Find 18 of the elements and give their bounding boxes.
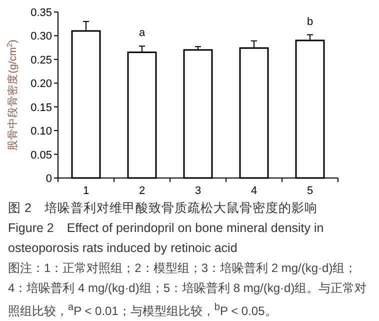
x-tick-label: 2: [138, 185, 146, 197]
y-tick-label: 0.25: [30, 54, 52, 66]
annotation: a: [138, 27, 146, 40]
x-tick-label: 1: [82, 185, 90, 197]
y-tick-label: 0.35: [30, 7, 52, 19]
x-tick-label: 3: [194, 185, 202, 197]
y-tick-label: 0.10: [30, 126, 52, 138]
x-tick-label: 5: [306, 185, 314, 197]
y-tick-label: 0.20: [30, 78, 52, 90]
y-tick-label: 0: [46, 173, 52, 185]
y-tick-label: 0.30: [30, 30, 52, 43]
text: 图注：1：正常对照组；2：模型组；3：培哚普利 2 mg/(kg·d)组；4：培哚普利 4 mg/(kg·d)组；5：培哚普利 8 mg/(kg·d)组。与正常对照组比较，$^{a}$P < 0.01；与模型组比较，$^{b}$P < 0.05。: [8, 260, 368, 320]
y-tick-label: 0.05: [30, 149, 52, 162]
text: Figure 2 Effect of perindopril on bone mineral density in osteoporosis rats induced by retinoic acid: [8, 220, 325, 257]
y-tick-label: 0.15: [30, 102, 52, 114]
x-tick-label: 4: [250, 185, 258, 197]
annotation: b: [306, 16, 314, 28]
text: 图 2 培哚普利对维甲酸致骨质疏松大鼠骨密度的影响: [8, 200, 318, 217]
